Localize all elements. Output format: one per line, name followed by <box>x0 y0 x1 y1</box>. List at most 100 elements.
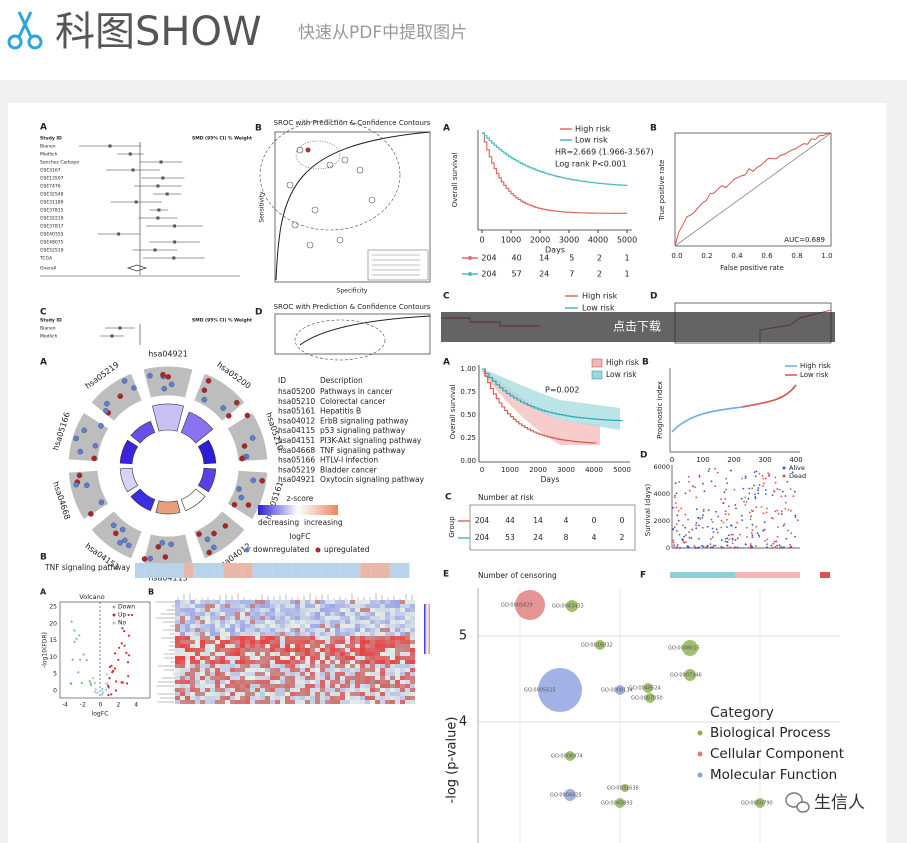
heat-cell <box>340 628 345 632</box>
legend-dot <box>112 613 116 617</box>
heat-cell <box>315 700 320 704</box>
label: Category <box>710 705 774 721</box>
heat-cell <box>235 676 240 680</box>
heat-cell <box>310 640 315 644</box>
bubble <box>645 693 655 703</box>
heat-cell <box>225 628 230 632</box>
heat-cell <box>340 636 345 640</box>
heat-cell <box>305 632 310 636</box>
heat-cell <box>395 600 400 604</box>
heat-cell <box>355 616 360 620</box>
label: HR=2.669 (1.966-3.567) <box>555 148 654 157</box>
heat-cell <box>245 624 250 628</box>
heat-cell <box>270 652 275 656</box>
heat-cell <box>200 700 205 704</box>
heat-cell <box>235 636 240 640</box>
heat-cell <box>335 632 340 636</box>
heat-cell <box>265 680 270 684</box>
heat-cell <box>410 628 415 632</box>
heat-cell <box>260 664 265 668</box>
label: High risk <box>575 125 611 134</box>
heat-cell <box>365 672 370 676</box>
survival-dot <box>757 534 760 537</box>
survival-dot <box>757 489 759 492</box>
heat-cell <box>375 672 380 676</box>
heat-cell <box>205 620 210 624</box>
heat-cell <box>225 616 230 620</box>
heat-cell <box>295 604 300 608</box>
heat-cell <box>355 648 360 652</box>
heat-cell <box>395 636 400 640</box>
heat-cell <box>390 612 395 616</box>
heat-cell <box>144 563 155 578</box>
download-button[interactable]: 点击下载 <box>613 320 661 334</box>
heat-cell <box>280 652 285 656</box>
heat-cell <box>335 620 340 624</box>
heat-cell <box>340 692 345 696</box>
label: A <box>443 124 450 134</box>
volcano-dot <box>127 613 130 617</box>
heat-cell <box>180 608 185 612</box>
heat-cell <box>360 624 365 628</box>
risk-count: 4 <box>564 516 569 525</box>
study-name: GSE7476 <box>40 184 61 190</box>
survival-dot <box>748 511 751 514</box>
heat-cell <box>275 652 280 656</box>
heat-cell <box>390 632 395 636</box>
heat-cell <box>400 640 405 644</box>
survival-dot <box>675 523 678 525</box>
gene-dot <box>201 396 208 403</box>
heat-cell <box>345 672 350 676</box>
heat-cell <box>270 608 275 612</box>
heat-cell <box>225 640 230 644</box>
heat-cell <box>190 684 195 688</box>
survival-dot <box>681 538 684 540</box>
weight-box <box>131 168 135 172</box>
heat-cell <box>365 636 370 640</box>
heat-cell <box>205 684 210 688</box>
survival-dot <box>678 481 681 483</box>
heat-cell <box>290 652 295 656</box>
heat-cell <box>220 636 225 640</box>
survival-dot <box>698 474 701 477</box>
heat-cell <box>310 656 315 660</box>
heat-cell <box>325 672 330 676</box>
heat-cell <box>315 604 320 608</box>
heat-cell <box>225 664 230 668</box>
heat-cell <box>330 604 335 608</box>
gene-dot <box>259 478 265 484</box>
heat-cell <box>210 676 215 680</box>
survival-dot <box>755 506 758 508</box>
outer-segment <box>192 372 247 423</box>
heat-cell <box>365 640 370 644</box>
heat-cell <box>320 660 325 664</box>
heat-cell <box>405 600 410 604</box>
heat-cell <box>335 608 340 612</box>
heat-cell <box>360 648 365 652</box>
heat-cell <box>325 660 330 664</box>
heat-cell <box>335 696 340 700</box>
label: Modlich <box>40 334 57 340</box>
heat-cell <box>260 640 265 644</box>
heat-cell <box>305 672 310 676</box>
heat-cell <box>325 628 330 632</box>
heat-cell <box>370 563 380 578</box>
risk-count: 4 <box>592 533 597 542</box>
heat-cell <box>375 680 380 684</box>
heat-cell <box>190 624 195 628</box>
heat-cell <box>195 660 200 664</box>
heat-cell <box>230 616 235 620</box>
heat-cell <box>175 692 180 696</box>
heat-cell <box>195 700 200 704</box>
heat-cell <box>180 700 185 704</box>
heat-cell <box>215 680 220 684</box>
heat-cell <box>260 660 265 664</box>
heat-cell <box>245 616 250 620</box>
survival-dot <box>780 510 783 513</box>
heat-cell <box>260 612 265 616</box>
heat-cell <box>250 648 255 652</box>
heat-cell <box>290 672 295 676</box>
heat-cell <box>365 664 370 668</box>
heat-cell <box>335 700 340 704</box>
volcano-dot <box>123 630 126 633</box>
